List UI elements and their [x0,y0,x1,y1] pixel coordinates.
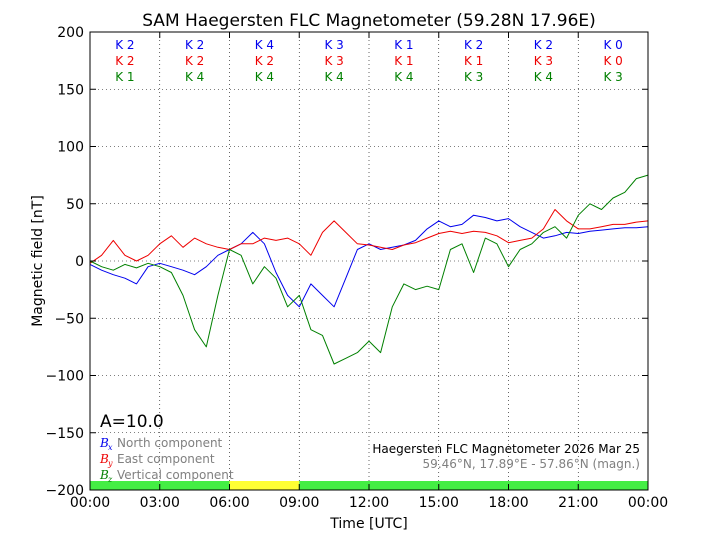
series-line-vertical-component [89,174,649,365]
data-series [89,174,649,365]
k-index-label: K 1 [394,54,413,68]
y-tick-label: 50 [66,197,84,213]
a-index-label: A=10.0 [100,412,164,432]
x-tick-label: 15:00 [419,495,459,511]
k-index-label: K 4 [324,70,343,84]
k-index-label: K 4 [255,70,274,84]
x-tick-label: 06:00 [209,495,249,511]
chart-title: SAM Haegersten FLC Magnetometer (59.28N … [142,11,596,31]
k-index-label: K 4 [394,70,413,84]
legend-label: Vertical component [117,468,234,482]
y-tick-label: −150 [46,426,84,442]
x-tick-label: 00:00 [70,495,110,511]
x-tick-label: 12:00 [349,495,389,511]
legend-subscript: z [107,475,113,484]
y-tick-label: 0 [75,254,84,270]
series-line-north-component [89,214,649,308]
y-axis-label: Magnetic field [nT] [30,195,46,327]
legend-symbol: B [99,468,109,482]
x-tick-label: 18:00 [488,495,528,511]
k-index-label: K 2 [255,54,274,68]
k-index-label: K 4 [534,70,553,84]
info-line-1: Haegersten FLC Magnetometer 2026 Mar 25 [372,442,640,456]
k-index-label: K 4 [185,70,204,84]
y-tick-label: −100 [46,369,84,385]
series-line-east-component [89,209,649,264]
k-index-label: K 2 [185,54,204,68]
x-tick-label: 00:00 [628,495,668,511]
legend-subscript: y [107,459,113,468]
k-index-label: K 4 [255,38,274,52]
info-line-2: 59.46°N, 17.89°E - 57.86°N (magn.) [423,457,640,471]
k-index-label: K 2 [115,54,134,68]
k-index-labels: K 2 K 2 K 4 K 3 K 1 K 2 K 2 K 0 K 2 K 2 K 2 K 3 K 1 K… [115,38,623,84]
k-index-label: K 3 [534,54,553,68]
k-index-label: K 0 [603,38,622,52]
y-tick-label: −50 [54,311,84,327]
y-tick-label: 100 [57,140,84,156]
axis-ticks: 00:00 03:00 06:00 09:00 12:00 15:00 18:00 21:00… [46,25,669,511]
y-tick-label: 150 [57,82,84,98]
k-index-label: K 1 [394,38,413,52]
k-index-label: K 2 [534,38,553,52]
k-index-label: K 2 [115,38,134,52]
k-index-label: K 1 [464,54,483,68]
y-tick-label: 200 [57,25,84,41]
grid-lines [90,32,648,490]
legend-subscript: x [108,443,113,452]
k-index-label: K 3 [603,70,622,84]
x-tick-label: 03:00 [140,495,180,511]
legend-label: East component [117,452,215,466]
activity-segment [299,481,648,490]
y-tick-label: −200 [46,483,84,499]
k-index-label: K 3 [324,54,343,68]
k-index-label: K 0 [603,54,622,68]
legend-label: North component [117,436,223,450]
activity-segment [229,481,300,490]
k-index-label: K 2 [464,38,483,52]
k-index-label: K 2 [185,38,204,52]
x-axis-label: Time [UTC] [329,516,407,532]
k-index-label: K 1 [115,70,134,84]
k-index-label: K 3 [324,38,343,52]
x-tick-label: 21:00 [558,495,598,511]
legend-symbol: B [99,452,109,466]
x-tick-label: 09:00 [279,495,319,511]
legend-symbol: B [99,436,109,450]
k-index-label: K 3 [464,70,483,84]
